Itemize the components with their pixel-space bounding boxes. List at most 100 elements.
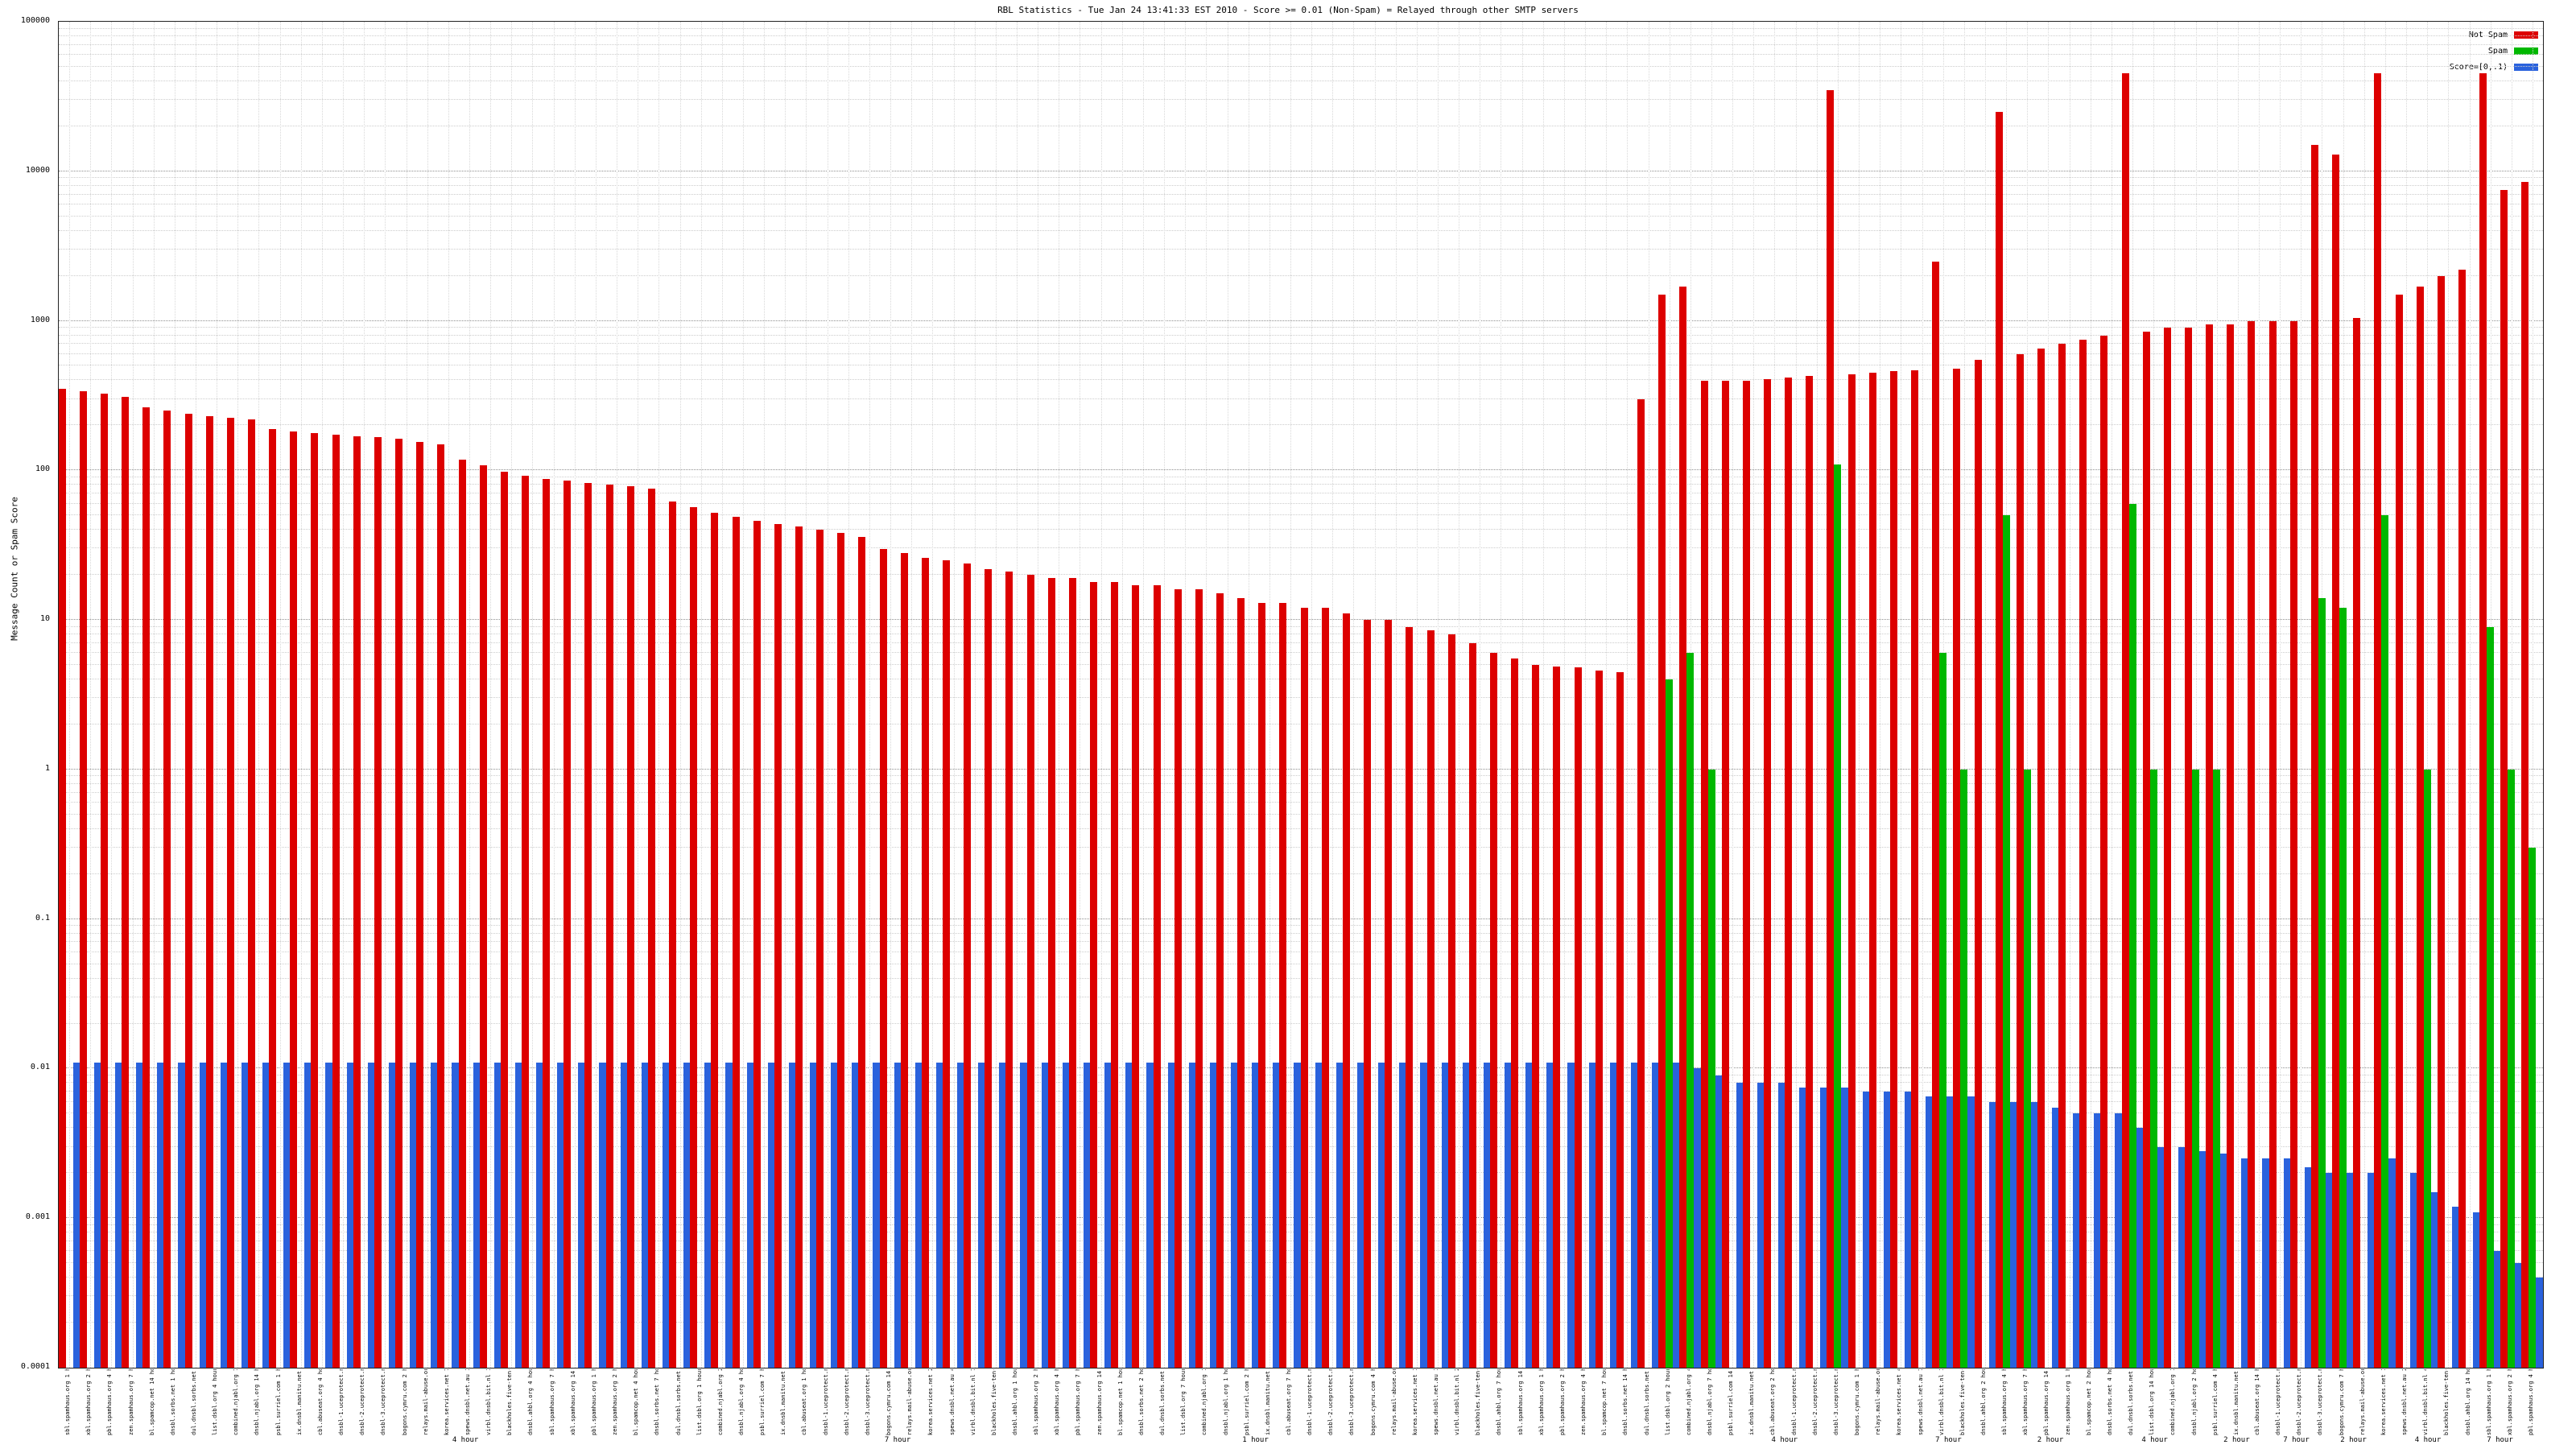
bar-score: [2136, 1128, 2144, 1368]
bar-not-spam: [669, 501, 676, 1368]
bar-score: [241, 1062, 249, 1368]
x-tick-label: combined.njabl.org 7 hour: [233, 1369, 240, 1435]
bar-not-spam: [2521, 181, 2529, 1368]
x-tick-label: pbl.spamhaus.org 2 hour: [1558, 1369, 1566, 1435]
bar-score: [2430, 1191, 2438, 1368]
bar-score: [2094, 1113, 2102, 1368]
x-tick-label: dnsbl-1.uceprotect.net 1 hour: [2275, 1369, 2282, 1435]
bar-score: [852, 1062, 860, 1368]
gridline-vertical: [595, 22, 597, 1368]
x-tick-label: bogons.cymru.com 14 hour: [886, 1369, 892, 1435]
bar-score: [1694, 1068, 1702, 1368]
x-tick-label: zen.spamhaus.org 7 hour: [127, 1369, 134, 1435]
x-tick-label: sbl.spamhaus.org 7 hour: [548, 1369, 555, 1435]
bar-score: [1146, 1062, 1154, 1368]
bar-not-spam: [1637, 398, 1645, 1368]
gridline-vertical: [385, 22, 386, 1368]
gridline-vertical: [974, 22, 976, 1368]
x-tick-label: xbl.spamhaus.org 1 hour: [1538, 1369, 1545, 1435]
bar-not-spam: [1679, 286, 1687, 1368]
x-tick-label: dnsbl.njabl.org 14 hour: [254, 1369, 261, 1435]
x-tick-label: ix.dnsbl.manitu.net 7 hour: [2232, 1369, 2240, 1435]
bar-score: [1525, 1062, 1534, 1368]
x-tick-label: dnsbl.ahbl.org 4 hour: [527, 1369, 535, 1435]
bar-score: [283, 1062, 291, 1368]
x-tick-label: blackholes.five-ten-sg.com 2 hour: [506, 1369, 514, 1435]
bar-not-spam: [647, 488, 655, 1368]
bar-not-spam: [1005, 572, 1013, 1368]
gridline-major: [59, 320, 2543, 321]
bar-score: [367, 1062, 375, 1368]
bar-score: [157, 1062, 165, 1368]
bar-spam: [2149, 769, 2157, 1368]
gridline-vertical: [2427, 22, 2429, 1368]
bar-not-spam: [163, 411, 171, 1368]
x-tick-label: bl.spamcop.net 4 hour: [633, 1369, 640, 1435]
bar-not-spam: [1595, 670, 1603, 1368]
bar-score: [93, 1062, 101, 1368]
gridline-vertical: [2258, 22, 2260, 1368]
bar-score: [1462, 1062, 1470, 1368]
gridline-minor: [59, 215, 2543, 217]
gridline-vertical: [2448, 22, 2450, 1368]
bar-score: [725, 1062, 733, 1368]
gridline-minor: [59, 327, 2543, 328]
bar-score: [767, 1062, 775, 1368]
bar-score: [2199, 1151, 2207, 1368]
x-tick-label: ix.dnsbl.manitu.net 14 hour: [780, 1369, 787, 1435]
bar-not-spam: [2416, 286, 2424, 1368]
bar-score: [199, 1062, 207, 1368]
bar-not-spam: [2437, 275, 2445, 1368]
bar-not-spam: [1742, 380, 1750, 1368]
gridline-vertical: [1395, 22, 1397, 1368]
x-tick-label: cbl.abuseat.org 4 hour: [316, 1369, 324, 1435]
bar-score: [683, 1062, 691, 1368]
bar-score: [2347, 1173, 2355, 1368]
bar-score: [325, 1062, 333, 1368]
bar-score: [1020, 1062, 1028, 1368]
x-tick-label: korea.services.net 2 hour: [927, 1369, 935, 1435]
x-group-label: 2 hour: [2037, 1436, 2064, 1444]
x-tick-label: bl.spamcop.net 2 hour: [2085, 1369, 2092, 1435]
x-tick-label: cbl.abuseat.org 2 hour: [1769, 1369, 1777, 1435]
bar-not-spam: [964, 563, 972, 1368]
plot-area: Not Spam Spam Score=[0,.1): [58, 21, 2544, 1368]
bar-spam: [1666, 679, 1674, 1368]
x-tick-label: psbl.surriel.com 4 hour: [2211, 1369, 2219, 1435]
gridline-minor: [59, 43, 2543, 45]
bar-not-spam: [2185, 328, 2192, 1368]
bar-not-spam: [816, 530, 824, 1368]
x-tick-label: dnsbl.ahbl.org 1 hour: [1011, 1369, 1018, 1435]
bar-not-spam: [2163, 328, 2171, 1368]
x-tick-label: list.dsbl.org 14 hour: [2149, 1369, 2156, 1435]
bar-not-spam: [1321, 608, 1329, 1368]
bar-not-spam: [1574, 667, 1582, 1368]
bar-score: [1715, 1075, 1723, 1368]
gridline-vertical: [237, 22, 239, 1368]
bar-not-spam: [1385, 620, 1393, 1368]
bar-not-spam: [1932, 261, 1940, 1368]
gridline-vertical: [2027, 22, 2029, 1368]
bar-not-spam: [795, 526, 803, 1368]
bar-score: [788, 1062, 796, 1368]
bar-not-spam: [2289, 320, 2297, 1368]
gridline-vertical: [2469, 22, 2471, 1368]
gridline-vertical: [1374, 22, 1376, 1368]
gridline-vertical: [1606, 22, 1608, 1368]
bar-not-spam: [1026, 575, 1034, 1368]
bar-not-spam: [1616, 671, 1624, 1368]
bar-not-spam: [395, 439, 402, 1368]
bar-score: [388, 1062, 396, 1368]
bar-not-spam: [247, 419, 255, 1368]
x-tick-label: ix.dnsbl.manitu.net 2 hour: [295, 1369, 303, 1435]
bar-not-spam: [2395, 294, 2403, 1368]
gridline-vertical: [2216, 22, 2218, 1368]
bar-not-spam: [626, 486, 634, 1368]
bar-score: [1630, 1062, 1638, 1368]
bar-score: [2241, 1158, 2249, 1368]
bar-score: [2030, 1101, 2038, 1368]
bar-not-spam: [1216, 593, 1224, 1368]
bar-score: [1231, 1062, 1238, 1368]
gridline-vertical: [1816, 22, 1818, 1368]
bar-not-spam: [985, 568, 993, 1368]
